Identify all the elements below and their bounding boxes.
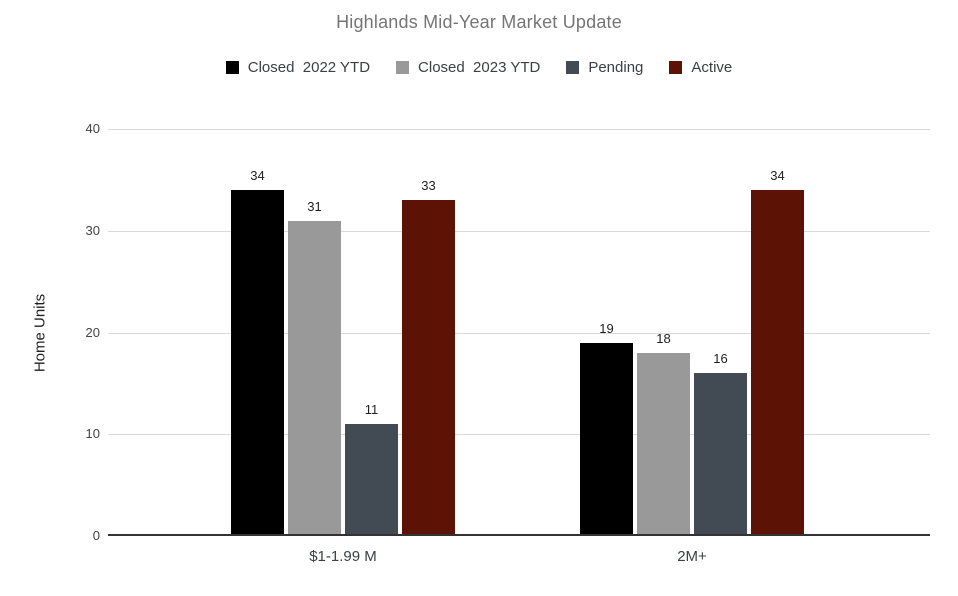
gridline — [108, 129, 930, 130]
x-axis-baseline — [108, 534, 930, 536]
legend-swatch-active — [669, 61, 683, 74]
bar-value-label: 19 — [599, 320, 614, 336]
bar-closed-2022-ytd — [580, 342, 633, 536]
legend-label: Pending — [588, 59, 644, 76]
y-axis-title: Home Units — [31, 293, 49, 373]
legend-item-closed-2023-ytd: Closed 2023 YTD — [396, 59, 540, 76]
bar-pending — [345, 424, 398, 536]
bar-value-label: 34 — [250, 168, 265, 184]
legend-item-pending: Pending — [566, 59, 643, 76]
bar-value-label: 33 — [421, 178, 436, 194]
legend-swatch-closed-2023-ytd — [396, 61, 410, 74]
bar-value-label: 11 — [364, 402, 379, 418]
bar-closed-2022-ytd — [231, 190, 284, 536]
legend: Closed 2022 YTD Closed 2023 YTD Pending Act… — [0, 59, 958, 76]
bar-closed-2023-ytd — [288, 220, 341, 536]
legend-label: Closed 2022 YTD — [247, 59, 371, 76]
x-axis-category-label: $1-1.99 M — [309, 548, 377, 565]
x-axis-category-label: 2M+ — [677, 548, 707, 565]
y-tick-label: 30 — [85, 222, 100, 238]
bar-value-label: 18 — [656, 330, 671, 346]
y-tick-label: 40 — [85, 121, 100, 136]
legend-swatch-closed-2022-ytd — [225, 61, 239, 74]
bar-value-label: 34 — [770, 168, 785, 184]
bar-active — [402, 200, 455, 536]
bar-value-label: 16 — [713, 351, 728, 367]
bar-active — [751, 190, 804, 536]
y-tick-label: 10 — [85, 426, 100, 442]
chart-title: Highlands Mid-Year Market Update — [336, 12, 622, 32]
legend-label: Closed 2023 YTD — [418, 59, 541, 76]
gridline — [108, 332, 930, 334]
legend-item-closed-2022-ytd: Closed 2022 YTD — [225, 59, 371, 76]
bar-closed-2023-ytd — [637, 352, 690, 536]
legend-label: Active — [691, 59, 733, 76]
y-tick-label: 20 — [85, 324, 100, 340]
bar-pending — [694, 373, 747, 536]
legend-swatch-pending — [566, 61, 580, 74]
legend-item-active: Active — [669, 59, 732, 76]
gridline — [108, 434, 930, 436]
y-tick-label: 0 — [92, 528, 100, 543]
plot-area: 34 19 31 18 11 16 33 34 — [108, 129, 930, 536]
bar-value-label: 31 — [307, 198, 322, 214]
gridline — [108, 230, 930, 232]
